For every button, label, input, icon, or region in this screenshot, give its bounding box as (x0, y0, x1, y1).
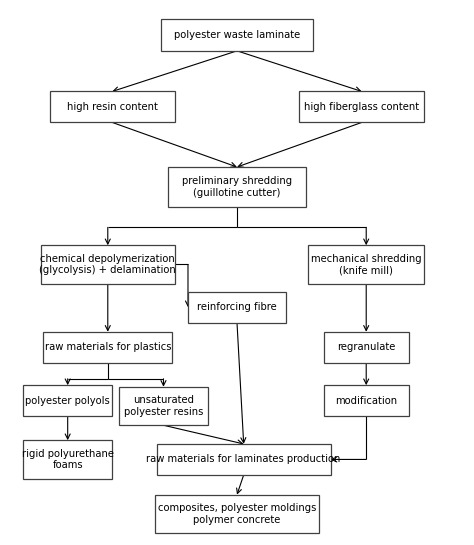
FancyBboxPatch shape (50, 92, 174, 123)
FancyBboxPatch shape (43, 332, 173, 363)
Text: high resin content: high resin content (67, 102, 158, 112)
Text: modification: modification (335, 396, 397, 405)
FancyBboxPatch shape (300, 92, 424, 123)
Text: rigid polyurethane
foams: rigid polyurethane foams (22, 449, 114, 470)
Text: composites, polyester moldings
polymer concrete: composites, polyester moldings polymer c… (158, 503, 316, 525)
FancyBboxPatch shape (155, 495, 319, 533)
FancyBboxPatch shape (41, 245, 174, 284)
FancyBboxPatch shape (188, 292, 286, 323)
FancyBboxPatch shape (308, 245, 424, 284)
FancyBboxPatch shape (161, 19, 313, 51)
Text: high fiberglass content: high fiberglass content (304, 102, 419, 112)
Text: regranulate: regranulate (337, 342, 395, 352)
Text: preliminary shredding
(guillotine cutter): preliminary shredding (guillotine cutter… (182, 176, 292, 198)
Text: chemical depolymerization
(glycolysis) + delamination: chemical depolymerization (glycolysis) +… (39, 253, 176, 275)
Text: polyester polyols: polyester polyols (25, 396, 110, 405)
FancyBboxPatch shape (119, 387, 208, 425)
FancyBboxPatch shape (23, 440, 112, 479)
Text: polyester waste laminate: polyester waste laminate (174, 30, 300, 40)
Text: reinforcing fibre: reinforcing fibre (197, 302, 277, 312)
FancyBboxPatch shape (168, 167, 306, 207)
Text: raw materials for laminates production: raw materials for laminates production (146, 455, 341, 464)
FancyBboxPatch shape (157, 444, 330, 475)
FancyBboxPatch shape (324, 385, 409, 416)
Text: raw materials for plastics: raw materials for plastics (45, 342, 171, 352)
Text: mechanical shredding
(knife mill): mechanical shredding (knife mill) (311, 253, 421, 275)
FancyBboxPatch shape (324, 332, 409, 363)
FancyBboxPatch shape (23, 385, 112, 416)
Text: unsaturated
polyester resins: unsaturated polyester resins (124, 395, 203, 417)
